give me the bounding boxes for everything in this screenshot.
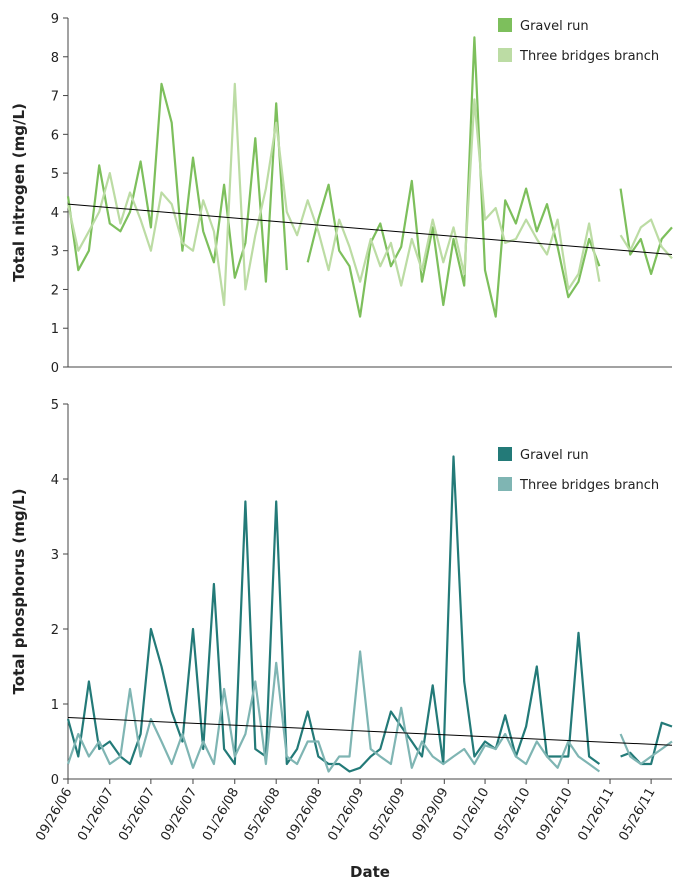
legend-swatch [498,477,512,491]
x-tick-label: 01/26/11 [575,786,617,844]
x-tick-label: 01/26/07 [75,786,117,844]
x-tick-label: 05/26/09 [366,786,408,844]
data-line [66,36,673,318]
legend-swatch [498,48,512,62]
x-tick-label: 05/26/07 [116,786,158,844]
y-tick-label: 6 [51,128,59,143]
x-tick-label: 01/26/08 [200,786,242,844]
x-tick-label: 01/26/10 [450,786,492,844]
x-axis-title: Date [350,863,390,881]
legend-swatch [498,447,512,461]
y-tick-label: 4 [51,206,59,221]
y-axis-title: Total nitrogen (mg/L) [10,103,28,282]
legend-label: Three bridges branch [519,478,659,493]
y-tick-label: 2 [51,283,59,298]
x-tick-label: 09/26/10 [534,786,576,844]
x-tick-label: 05/26/08 [241,786,283,844]
y-tick-label: 7 [51,90,59,105]
legend-label: Gravel run [520,448,589,463]
y-tick-label: 3 [51,245,59,260]
x-tick-label: 09/26/08 [284,786,326,844]
y-tick-label: 8 [51,51,59,66]
x-tick-label: 09/26/07 [158,786,200,844]
x-tick-label: 01/26/09 [325,786,367,844]
y-tick-label: 0 [51,773,59,788]
legend-label: Gravel run [520,19,589,34]
data-line [66,650,673,773]
y-axis-title: Total phosphorus (mg/L) [10,489,28,695]
y-tick-label: 4 [51,473,59,488]
y-tick-label: 0 [51,361,59,376]
x-tick-label: 05/26/11 [616,786,658,844]
y-tick-label: 1 [51,698,59,713]
y-tick-label: 2 [51,623,59,638]
y-tick-label: 5 [51,167,59,182]
legend-label: Three bridges branch [519,49,659,64]
legend-swatch [498,18,512,32]
y-tick-label: 1 [51,322,59,337]
x-tick-label: 09/29/09 [410,786,452,844]
trend-line [67,717,673,746]
x-tick-label: 05/26/10 [491,786,533,844]
y-tick-label: 5 [51,398,59,413]
x-tick-label: 09/26/06 [33,786,75,844]
data-line [66,455,673,773]
trend-line [67,203,673,256]
y-tick-label: 3 [51,548,59,563]
y-tick-label: 9 [51,12,59,27]
